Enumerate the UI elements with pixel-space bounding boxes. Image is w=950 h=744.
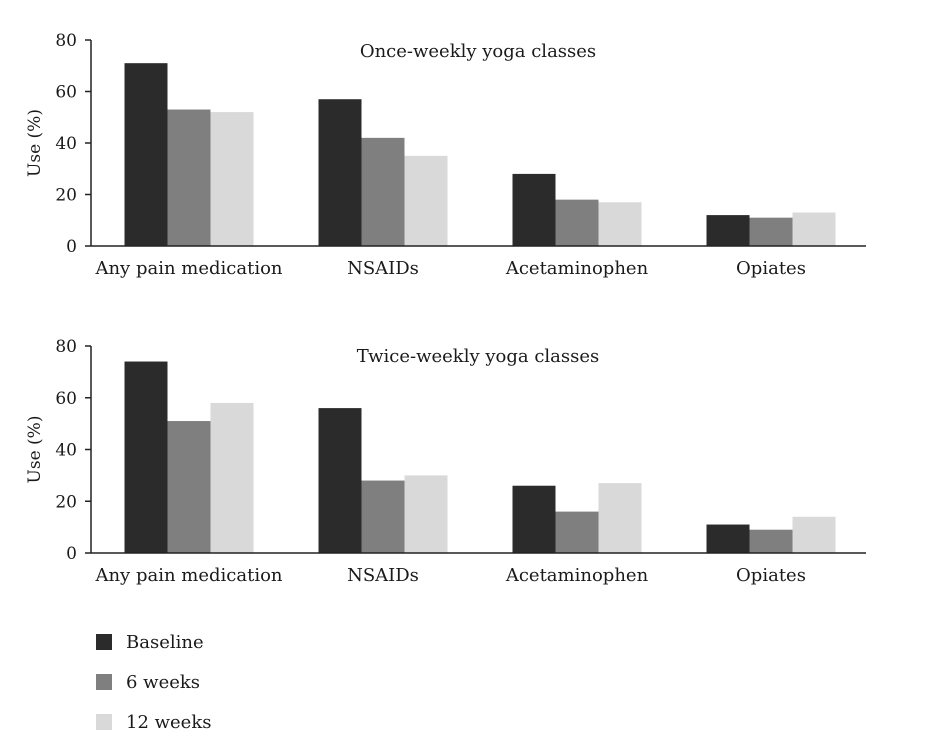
bar-acetaminophen-6-weeks bbox=[555, 511, 599, 553]
bar-opiates-12-weeks bbox=[792, 212, 836, 246]
bar-acetaminophen-12-weeks bbox=[598, 483, 642, 553]
bar-any-pain-medication-6-weeks bbox=[167, 421, 211, 553]
y-axis-title-2: Use (%) bbox=[25, 416, 45, 484]
bar-nsaids-6-weeks bbox=[361, 137, 405, 246]
legend-label-12-weeks: 12 weeks bbox=[126, 711, 212, 733]
bar-any-pain-medication-12-weeks bbox=[210, 112, 254, 246]
bar-acetaminophen-baseline bbox=[512, 485, 556, 553]
bar-nsaids-baseline bbox=[318, 408, 362, 553]
legend-item-12-weeks: 12 weeks bbox=[96, 702, 211, 742]
legend: Baseline 6 weeks 12 weeks bbox=[96, 622, 211, 742]
bar-nsaids-6-weeks bbox=[361, 480, 405, 553]
x-tick-label-opiates: Opiates bbox=[736, 565, 806, 586]
chart-panel-1: 0 20 40 60 80 Any pain medication NSAIDs Acetam… bbox=[25, 31, 866, 279]
y-tick-label-60: 60 bbox=[55, 83, 77, 103]
y-tick-label-0: 0 bbox=[66, 544, 77, 564]
bar-opiates-baseline bbox=[706, 215, 750, 246]
bar-any-pain-medication-12-weeks bbox=[210, 402, 254, 553]
y-axis-title-1: Use (%) bbox=[25, 109, 45, 177]
y-tick-label-20: 20 bbox=[55, 492, 77, 512]
y-tick-label-60: 60 bbox=[55, 389, 77, 409]
x-tick-label-any-pain-medication: Any pain medication bbox=[94, 565, 282, 586]
legend-label-baseline: Baseline bbox=[126, 631, 204, 653]
bar-opiates-6-weeks bbox=[749, 529, 793, 553]
x-tick-label-acetaminophen: Acetaminophen bbox=[505, 258, 649, 279]
bar-nsaids-12-weeks bbox=[404, 155, 448, 246]
legend-label-6-weeks: 6 weeks bbox=[126, 671, 201, 693]
bar-any-pain-medication-6-weeks bbox=[167, 109, 211, 247]
bar-opiates-6-weeks bbox=[749, 217, 793, 246]
y-tick-label-80: 80 bbox=[55, 31, 77, 51]
chart-panel-2: 0 20 40 60 80 Any pain medication NSAIDs Acetam… bbox=[25, 337, 866, 586]
y-tick-label-40: 40 bbox=[55, 134, 77, 154]
bar-opiates-12-weeks bbox=[792, 516, 836, 553]
panel-title-1: Once-weekly yoga classes bbox=[360, 41, 596, 62]
x-tick-label-any-pain-medication: Any pain medication bbox=[94, 258, 282, 279]
bar-opiates-baseline bbox=[706, 524, 750, 553]
legend-swatch-12-weeks bbox=[96, 714, 112, 730]
bar-acetaminophen-6-weeks bbox=[555, 199, 599, 246]
legend-item-baseline: Baseline bbox=[96, 622, 211, 662]
bar-nsaids-baseline bbox=[318, 99, 362, 246]
bar-nsaids-12-weeks bbox=[404, 475, 448, 553]
x-tick-label-nsaids: NSAIDs bbox=[347, 565, 419, 586]
y-tick-label-40: 40 bbox=[55, 441, 77, 461]
y-tick-label-0: 0 bbox=[66, 237, 77, 257]
x-tick-label-opiates: Opiates bbox=[736, 258, 806, 279]
y-tick-label-20: 20 bbox=[55, 186, 77, 206]
bar-acetaminophen-12-weeks bbox=[598, 202, 642, 246]
bar-acetaminophen-baseline bbox=[512, 173, 556, 246]
legend-swatch-baseline bbox=[96, 634, 112, 650]
x-tick-label-nsaids: NSAIDs bbox=[347, 258, 419, 279]
y-tick-label-80: 80 bbox=[55, 337, 77, 357]
bar-any-pain-medication-baseline bbox=[124, 361, 168, 553]
panel-title-2: Twice-weekly yoga classes bbox=[357, 346, 600, 367]
x-tick-label-acetaminophen: Acetaminophen bbox=[505, 565, 649, 586]
bar-any-pain-medication-baseline bbox=[124, 63, 168, 246]
legend-swatch-6-weeks bbox=[96, 674, 112, 690]
legend-item-6-weeks: 6 weeks bbox=[96, 662, 211, 702]
